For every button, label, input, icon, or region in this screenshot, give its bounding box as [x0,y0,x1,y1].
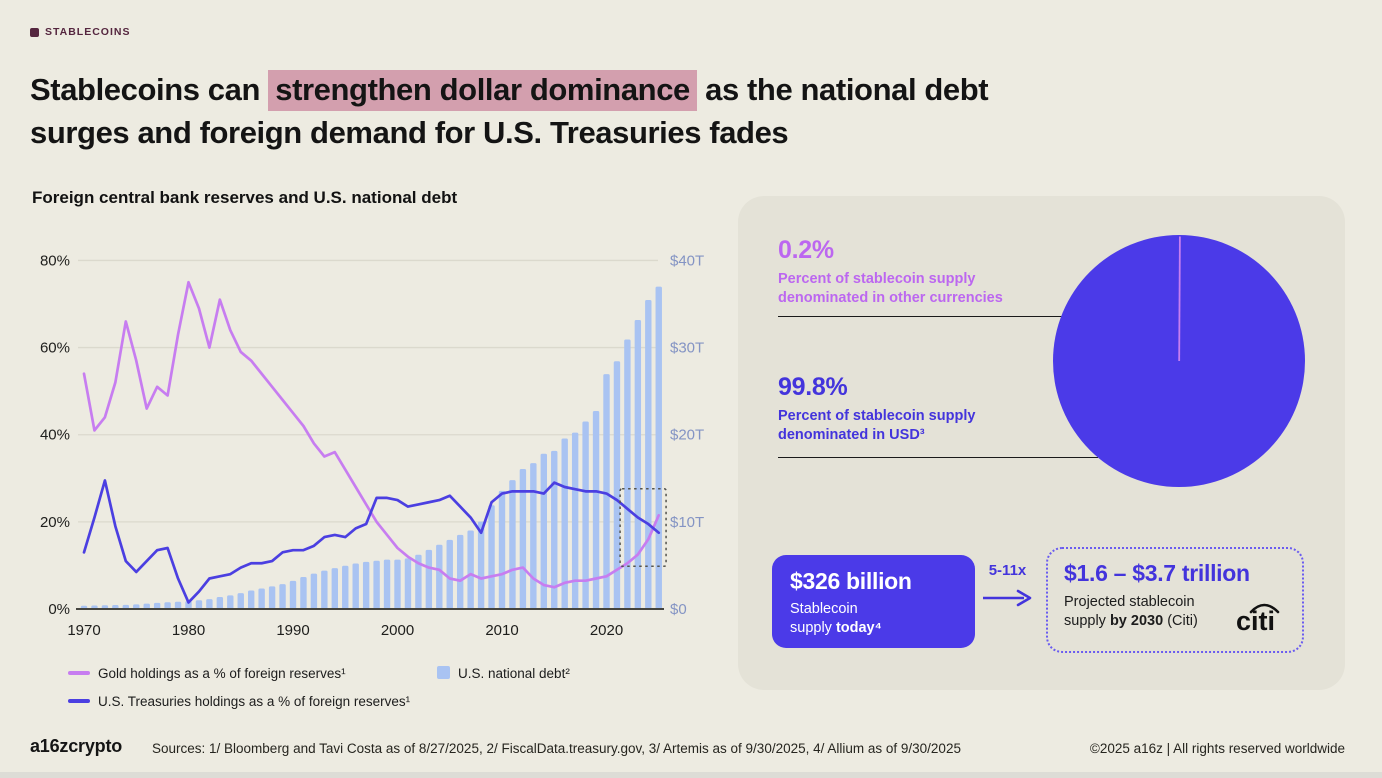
svg-text:citi: citi [1236,606,1275,636]
svg-text:1990: 1990 [276,622,309,639]
legend-treasuries-label: U.S. Treasuries holdings as a % of forei… [98,694,411,709]
svg-text:40%: 40% [40,427,70,444]
badge-square-icon [30,27,39,37]
projection-label: Projected stablecoin supply by 2030 (Cit… [1064,594,1198,630]
category-badge: STABLECOINS [30,26,130,38]
usd-percent: 99.8% [778,373,848,401]
reserves-debt-chart: 0% 20% 40% 60% 80% $0 $10T $20T $30T $40T 1970 1980… [40,252,704,639]
footer-sources: Sources: 1/ Bloomberg and Tavi Costa as … [152,741,961,756]
svg-text:2010: 2010 [485,622,518,639]
svg-text:2000: 2000 [381,622,414,639]
citi-logo: citi [1236,603,1280,636]
svg-text:2020: 2020 [590,622,623,639]
svg-text:$20T: $20T [670,427,704,444]
svg-text:60%: 60% [40,340,70,357]
svg-text:$40T: $40T [670,252,704,269]
other-currencies-percent: 0.2% [778,236,834,264]
svg-text:$30T: $30T [670,340,704,357]
slide-title-line2: surges and foreign demand for U.S. Treas… [30,115,789,150]
svg-text:1970: 1970 [67,622,100,639]
legend-debt-label: U.S. national debt² [458,666,570,681]
supply-today-box: $326 billion Stablecoin supply today⁴ [772,555,975,648]
legend-gold-label: Gold holdings as a % of foreign reserves… [98,666,346,681]
other-currencies-label: Percent of stablecoin supply denominated… [778,271,1003,307]
svg-text:$0: $0 [670,601,687,618]
arrow-right-icon [983,589,1032,607]
badge-label: STABLECOINS [45,26,131,38]
footer-copyright: ©2025 a16z | All rights reserved worldwi… [1089,741,1345,756]
supply-today-value: $326 billion [790,568,912,594]
usd-label: Percent of stablecoin supply denominated… [778,408,976,444]
slide-title-line1: Stablecoins can strengthen dollar domina… [30,68,1330,111]
projection-box: $1.6 – $3.7 trillion Projected stablecoi… [1046,547,1304,653]
legend-gold-swatch [68,671,90,675]
slide-title: Stablecoins can strengthen dollar domina… [30,68,1330,154]
svg-text:20%: 20% [40,514,70,531]
usd-callout-line [778,457,1098,458]
title-highlight: strengthen dollar dominance [268,70,697,111]
a16zcrypto-logo: a16zcrypto [30,736,123,756]
legend-treasuries-swatch [68,699,90,703]
other-callout-line [778,316,1179,317]
svg-text:1980: 1980 [172,622,205,639]
bottom-window-edge [0,772,1382,778]
stablecoin-denomination-pie [1053,235,1305,487]
projection-value: $1.6 – $3.7 trillion [1064,560,1250,586]
svg-text:$10T: $10T [670,514,704,531]
multiplier-label: 5-11x [988,562,1027,579]
svg-text:0%: 0% [48,601,70,618]
supply-today-label: Stablecoin supply today⁴ [790,601,882,637]
legend-debt-swatch [437,666,450,679]
chart-title: Foreign central bank reserves and U.S. n… [32,188,458,207]
svg-text:80%: 80% [40,252,70,269]
